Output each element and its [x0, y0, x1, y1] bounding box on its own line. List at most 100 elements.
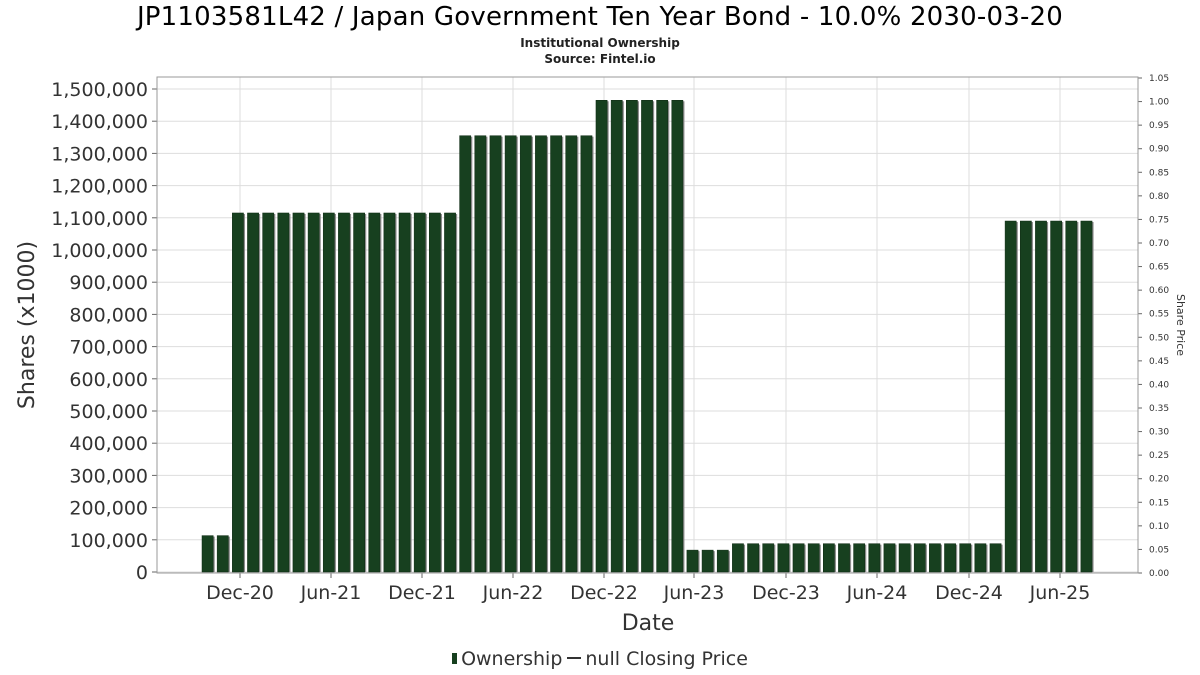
- ownership-bar: [595, 100, 608, 573]
- ownership-legend-swatch: [452, 653, 458, 664]
- ownership-bar: [747, 543, 759, 573]
- ownership-bar: [277, 212, 290, 573]
- ownership-bar: [626, 100, 638, 573]
- y2-tick-label: 0.70: [1149, 239, 1169, 249]
- ownership-bar: [792, 543, 805, 573]
- y-tick-label: 1,500,000: [51, 79, 148, 101]
- legend-ownership-label: Ownership: [461, 648, 563, 670]
- y-tick-label: 200,000: [69, 498, 148, 520]
- ownership-bar: [247, 212, 259, 573]
- legend: Ownership null Closing Price: [0, 648, 1200, 670]
- bars: [201, 100, 1094, 573]
- y2-tick-label: 0.30: [1149, 428, 1169, 438]
- ownership-bar: [292, 212, 305, 573]
- ownership-bar: [232, 212, 244, 573]
- ownership-bar: [656, 100, 669, 573]
- ownership-bar: [459, 135, 472, 573]
- y2-tick-label: 0.90: [1149, 145, 1169, 155]
- ownership-bar: [489, 135, 502, 573]
- plot-border: [156, 76, 1139, 574]
- y-axis-right: 0.00 0.05 0.10 0.15 0.20 0.25 0.30 0.35 0.40 0.45…: [1138, 74, 1169, 579]
- y-axis-left: 0 100,000 200,000 300,000 400,000 500,000 600,…: [51, 79, 157, 584]
- ownership-bar: [216, 535, 229, 573]
- y2-tick-label: 0.40: [1149, 380, 1169, 390]
- ownership-bar: [686, 549, 699, 573]
- chart-subtitle: Institutional Ownership: [520, 36, 680, 50]
- x-tick-label: Jun-21: [300, 582, 362, 604]
- ownership-bar: [444, 212, 456, 573]
- ownership-bar: [1035, 220, 1047, 573]
- y-tick-label: 1,100,000: [51, 208, 148, 230]
- ownership-bar: [504, 135, 517, 573]
- y2-tick-label: 0.00: [1149, 569, 1169, 579]
- ownership-bar: [322, 212, 335, 573]
- x-tick-label: Dec-20: [206, 582, 274, 604]
- y-tick-label: 900,000: [69, 272, 148, 294]
- ownership-bar: [913, 543, 926, 573]
- ownership-bar: [974, 543, 987, 573]
- ownership-bar: [701, 549, 714, 573]
- ownership-bar: [1050, 220, 1063, 573]
- y-tick-label: 400,000: [69, 433, 148, 455]
- ownership-bar: [944, 543, 956, 573]
- ownership-bar: [338, 212, 350, 573]
- y-tick-label: 700,000: [69, 337, 148, 359]
- price-legend-line: [567, 657, 582, 659]
- ownership-bar: [762, 543, 775, 573]
- ownership-bar: [535, 135, 547, 573]
- ownership-bar: [883, 543, 896, 573]
- y2-tick-label: 1.05: [1149, 74, 1169, 84]
- ownership-bar: [868, 543, 881, 573]
- y2-tick-label: 0.20: [1149, 475, 1169, 485]
- y-tick-label: 300,000: [69, 465, 148, 487]
- ownership-bar: [519, 135, 532, 573]
- legend-price-label: null Closing Price: [585, 648, 748, 670]
- ownership-bar: [474, 135, 487, 573]
- y2-tick-label: 0.25: [1149, 451, 1169, 461]
- y-tick-label: 1,300,000: [51, 143, 148, 165]
- y2-tick-label: 0.50: [1149, 333, 1169, 343]
- y2-tick-label: 0.60: [1149, 286, 1169, 296]
- ownership-bar: [807, 543, 820, 573]
- y2-tick-label: 0.55: [1149, 310, 1169, 320]
- chart-title: JP1103581L42 / Japan Government Ten Year…: [136, 2, 1064, 32]
- chart-source: Source: Fintel.io: [544, 52, 656, 66]
- ownership-bar: [641, 100, 653, 573]
- x-tick-label: Jun-23: [663, 582, 725, 604]
- x-tick-label: Dec-21: [388, 582, 456, 604]
- y2-tick-label: 0.85: [1149, 168, 1169, 178]
- y-tick-label: 800,000: [69, 304, 148, 326]
- y2-tick-label: 0.05: [1149, 545, 1169, 555]
- ownership-bar: [383, 212, 396, 573]
- y-tick-label: 600,000: [69, 369, 148, 391]
- x-tick-label: Jun-25: [1029, 582, 1091, 604]
- y2-tick-label: 0.95: [1149, 121, 1169, 131]
- x-tick-label: Jun-24: [846, 582, 908, 604]
- ownership-bar: [716, 549, 729, 573]
- ownership-bar: [1065, 220, 1078, 573]
- x-axis: Dec-20 Jun-21 Dec-21 Jun-22 Dec-22 Jun-23 Dec-…: [206, 573, 1090, 604]
- ownership-bar: [550, 135, 562, 573]
- ownership-bar: [429, 212, 441, 573]
- ownership-bar: [201, 535, 214, 573]
- ownership-bar: [353, 212, 365, 573]
- ownership-bar: [838, 543, 850, 573]
- ownership-bar: [777, 543, 790, 573]
- y-tick-label: 0: [136, 562, 148, 584]
- ownership-bar: [398, 212, 411, 573]
- ownership-bar: [929, 543, 941, 573]
- ownership-bar: [989, 543, 1002, 573]
- x-tick-label: Dec-22: [570, 582, 638, 604]
- y2-tick-label: 1.00: [1149, 98, 1169, 108]
- x-axis-label: Date: [622, 611, 675, 636]
- ownership-bar: [898, 543, 911, 573]
- x-tick-label: Dec-24: [935, 582, 1003, 604]
- y-tick-label: 500,000: [69, 401, 148, 423]
- ownership-bar: [1019, 220, 1032, 573]
- y2-tick-label: 0.15: [1149, 498, 1169, 508]
- y-tick-label: 1,000,000: [51, 240, 148, 262]
- ownership-bar: [565, 135, 578, 573]
- ownership-bar: [671, 100, 684, 573]
- y2-tick-label: 0.35: [1149, 404, 1169, 414]
